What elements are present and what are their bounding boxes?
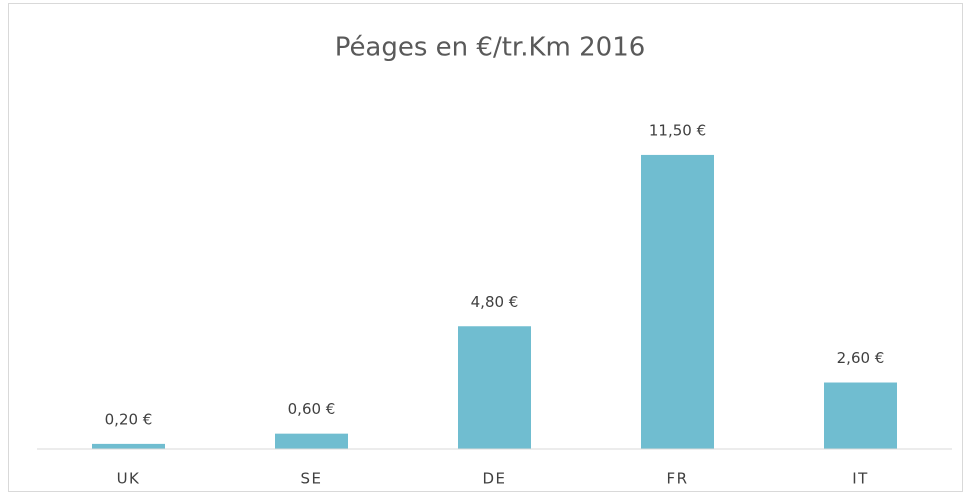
- data-label: 11,50 €: [649, 121, 706, 139]
- bar: [641, 154, 714, 449]
- bar: [275, 433, 348, 449]
- x-tick-label: IT: [852, 470, 869, 488]
- bar: [92, 443, 165, 449]
- data-label: 2,60 €: [837, 349, 885, 367]
- x-tick-label: UK: [117, 470, 141, 488]
- bar: [458, 326, 531, 449]
- chart-title: Péages en €/tr.Km 2016: [335, 33, 646, 63]
- x-tick-label: FR: [666, 470, 688, 488]
- data-label: 0,60 €: [288, 400, 336, 418]
- x-tick-label: SE: [301, 470, 323, 488]
- data-label: 4,80 €: [471, 293, 519, 311]
- data-label: 0,20 €: [105, 410, 153, 428]
- x-tick-label: DE: [482, 470, 506, 488]
- bar: [824, 382, 897, 449]
